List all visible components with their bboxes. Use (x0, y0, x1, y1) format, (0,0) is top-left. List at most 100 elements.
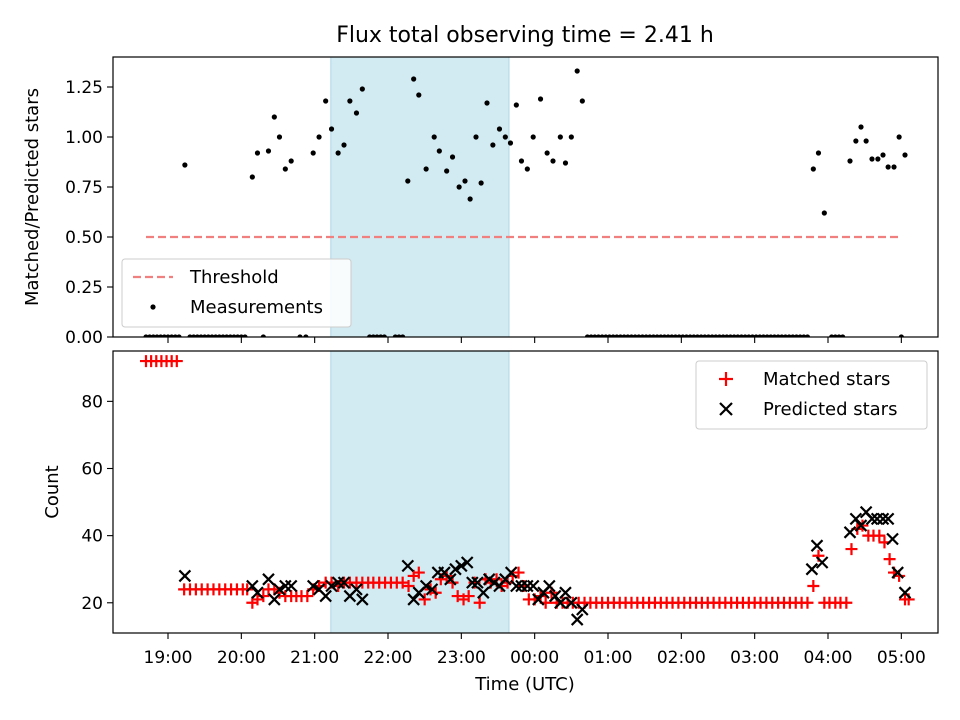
matched-stars-legend-swatch (719, 372, 733, 386)
matched-stars-point (402, 580, 415, 592)
predicted-stars-point (886, 532, 899, 546)
matched-stars-point (840, 596, 853, 609)
top-legend-frame (121, 258, 352, 328)
measurements-point (353, 110, 360, 116)
measurements-point (524, 166, 530, 172)
measurements-point (282, 166, 288, 172)
x-tick-label: 00:00 (510, 648, 559, 668)
top-y-tick-label: 0.25 (65, 278, 103, 298)
x-tick-label: 05:00 (877, 648, 926, 668)
measurements-point (288, 158, 294, 164)
measurements-point (405, 178, 411, 184)
predicted-stars-point (510, 579, 523, 593)
measurements-point (341, 142, 347, 148)
measurements-point (858, 124, 864, 130)
matched-stars-point (883, 553, 896, 566)
predicted-stars-point (356, 593, 369, 606)
matched-stars-point (241, 583, 254, 596)
measurements-point (484, 100, 490, 106)
measurements-point (254, 150, 261, 156)
predicted-stars-point (449, 562, 462, 576)
predicted-stars-point (419, 579, 433, 593)
measurements-point (847, 158, 853, 164)
measurements-point (518, 158, 525, 164)
predicted-stars-point (876, 512, 890, 526)
matched-stars-point (801, 596, 814, 609)
predicted-stars-point (543, 579, 556, 593)
measurements-point (544, 150, 550, 156)
measurements-point (423, 166, 429, 172)
predicted-stars-point (350, 583, 363, 596)
predicted-stars-point (898, 586, 912, 599)
predicted-stars-point (865, 512, 879, 526)
predicted-stars-point (881, 512, 895, 526)
measurements-point (444, 168, 450, 174)
x-tick-label: 04:00 (804, 648, 853, 668)
predicted-stars-point (178, 569, 192, 583)
measurements-point (821, 210, 827, 216)
x-axis-label: Time (UTC) (474, 674, 575, 695)
matched-stars-point (512, 566, 525, 579)
measurements-point (316, 134, 322, 140)
predicted-stars-point (526, 579, 540, 593)
measurements-point (898, 334, 904, 337)
measurements-legend-swatch (150, 304, 156, 310)
measurements-point (863, 138, 869, 144)
top-axes-frame (112, 56, 939, 338)
measurements-point (902, 152, 908, 158)
measurements-point (896, 134, 902, 140)
bottom-y-tick-label: 20 (81, 594, 103, 614)
measurements-point (436, 148, 442, 154)
predicted-stars-point (891, 566, 904, 579)
top-panel: 0.00 0.25 0.50 0.75 1.00 1.25 (65, 56, 939, 348)
measurements-point (431, 134, 437, 140)
x-tick-label: 01:00 (584, 648, 633, 668)
matched-stars-point (845, 543, 858, 556)
predicted-stars-point (284, 579, 298, 593)
measurements-point (810, 166, 816, 172)
measurements-point (502, 134, 508, 140)
measurements-point (568, 134, 574, 140)
measurements-point (260, 334, 266, 337)
measurements-point (840, 334, 846, 337)
top-observing-window (330, 56, 510, 338)
predicted-stars-point (337, 576, 351, 589)
measurements-point (885, 164, 891, 170)
measurements-point (804, 334, 811, 337)
x-tick-label: 19:00 (144, 648, 193, 668)
predicted-stars-point (559, 586, 572, 599)
bottom-axes-frame (112, 350, 939, 634)
measurements-point (880, 152, 886, 158)
measurements-point (359, 86, 365, 92)
predicted-stars-point (532, 593, 545, 606)
measurements-point (271, 114, 277, 120)
measurements-point (400, 334, 406, 337)
predicted-stars-point (306, 579, 320, 593)
measurements-point (574, 68, 580, 74)
measurements-point (891, 164, 897, 170)
measurements-point (265, 148, 272, 154)
measurements-point (328, 126, 335, 132)
x-tick-label: 20:00 (217, 648, 266, 668)
predicted-stars-point (325, 579, 338, 593)
predicted-stars-point (444, 573, 457, 586)
measurements-point (242, 334, 248, 337)
measurements-point (537, 96, 544, 102)
matched-stars-point (170, 355, 183, 368)
top-y-axis-label: Matched/Predicted stars (22, 88, 43, 306)
measurements-point (467, 196, 473, 202)
predicted-stars-point (407, 593, 420, 606)
measurements-point (513, 102, 519, 108)
matched-stars-point (873, 529, 886, 542)
predicted-stars-point (554, 596, 567, 610)
bottom-legend-frame (695, 360, 928, 430)
predicted-stars-point (576, 603, 589, 616)
predicted-stars-point (570, 613, 584, 626)
bottom-y-tick-label: 40 (81, 527, 103, 547)
top-y-tick-label: 0.50 (65, 228, 103, 248)
predicted-stars-point (251, 586, 264, 599)
measurements-point (579, 98, 585, 104)
x-tick-label: 23:00 (437, 648, 486, 668)
matched-stars-point (462, 590, 475, 603)
